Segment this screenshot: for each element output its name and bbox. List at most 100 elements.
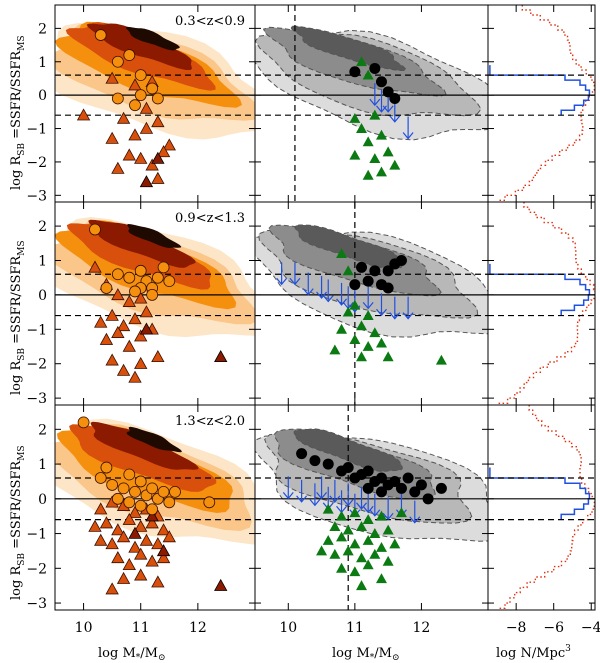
black-circle-point [375,472,387,484]
orange-circle-point [163,496,176,509]
blue-upper-limit-arrow [276,277,288,286]
black-circle-point [402,472,414,484]
green-triangle-point [369,327,381,338]
orange-triangle-point [151,537,165,550]
orange-triangle-point [128,370,142,383]
orange-triangle-point [94,533,108,546]
green-triangle-point [369,153,381,163]
y-axis-label-row-3: log RSB =SSFR/SSFRMS [9,445,27,600]
green-triangle-point [362,559,374,570]
y-tick-label: −1 [26,527,47,543]
labels-group: log RSB =SSFR/SSFRMS log RSB =SSFR/SSFRM… [9,35,571,663]
orange-triangle-point [105,353,119,366]
x-tick-label-density: −6 [543,620,564,636]
orange-circle-point [89,223,101,236]
green-triangle-point [342,306,354,317]
black-circle-point [349,66,361,78]
black-circle-point [349,279,361,291]
orange-circle-point [129,285,141,298]
green-triangle-point [342,545,354,556]
orange-circle-point [134,499,147,512]
orange-triangle-point [156,145,171,158]
x-tick-label-mass: 11 [132,620,150,636]
y-tick-label: −1 [26,322,47,338]
orange-circle-point [129,99,141,112]
blue-upper-limit-arrow [309,498,321,507]
x-axis-label-mass-middle: log M*/M⊙ [332,646,400,663]
blue-upper-limit-arrow [289,277,301,286]
orange-circle-point [111,492,124,505]
orange-circle-point [123,468,136,481]
green-triangle-point [362,535,374,545]
orange-triangle-point [122,558,136,571]
green-triangle-point [336,562,348,573]
orange-circle-point [129,485,141,498]
blue-upper-limit-arrow [342,498,354,507]
blue-upper-limit-arrow [389,115,401,123]
orange-triangle-point [111,288,125,301]
orange-circle-point [111,55,124,68]
y-tick-label: −3 [26,188,47,204]
green-triangle-point [369,548,381,559]
black-circle-point [356,261,368,273]
orange-circle-point [134,264,147,277]
x-tick-label-mass: 12 [189,620,207,636]
green-triangle-point [356,351,368,362]
orange-triangle-point [122,294,136,307]
green-triangle-point [356,123,368,133]
black-circle-point [375,486,387,498]
blue-upper-limit-arrow [322,295,334,303]
green-triangle-point [336,323,348,334]
green-triangle-point [329,344,341,355]
black-circle-point [395,254,407,266]
redshift-bin-label: 1.3<z<2.0 [175,414,245,429]
x-tick-label-mass: 11 [346,620,364,636]
black-circle-point [435,482,447,494]
gray-density-panel-3 [255,428,488,542]
orange-circle-point [146,288,159,301]
blue-upper-limit-arrow [296,495,308,503]
black-circle-point [309,455,321,467]
dark-triangle-point [156,544,171,557]
orange-circle-point [94,29,107,41]
x-axis-label-mass-left: log M*/M⊙ [98,646,166,663]
blue-upper-limit-arrow [316,291,328,299]
orange-circle-point [157,485,170,498]
orange-triangle-point [151,171,165,184]
green-triangle-point [349,113,361,123]
orange-triangle-point [105,308,119,321]
panel-frame [487,201,596,406]
orange-circle-point [111,268,124,281]
histogram-panel-1 [489,5,595,202]
blue-upper-limit-arrow [282,492,294,500]
y-tick-label: −2 [26,357,47,373]
green-triangle-point [375,573,387,584]
dark-triangle-point [214,350,228,363]
black-circle-point [375,76,387,88]
y-tick-label: −2 [26,561,47,577]
black-circle-point [382,265,394,277]
orange-triangle-point [134,519,148,532]
gray-contour-level-4 [290,25,407,71]
blue-upper-limit-arrow [382,512,394,521]
black-circle-point [422,493,434,505]
green-triangle-point [336,531,348,542]
y-tick-label: 2 [38,422,47,438]
orange-triangle-point [162,138,176,151]
green-triangle-point [329,521,341,532]
green-triangle-point [349,299,361,310]
green-triangle-point [369,109,381,120]
x-tick-label-mass: 10 [75,620,93,636]
green-triangle-point [362,341,374,351]
orange-circle-point [151,271,164,284]
orange-triangle-point [116,571,131,584]
black-circle-point [342,462,354,474]
black-circle-point [382,282,394,294]
orange-circle-point [94,472,107,484]
orange-triangle-point [88,260,102,273]
orange-contour-level-5 [88,219,196,268]
dark-triangle-point [139,175,154,188]
redshift-bin-label: 0.3<z<0.9 [175,14,245,29]
y-tick-label: 1 [38,55,47,71]
